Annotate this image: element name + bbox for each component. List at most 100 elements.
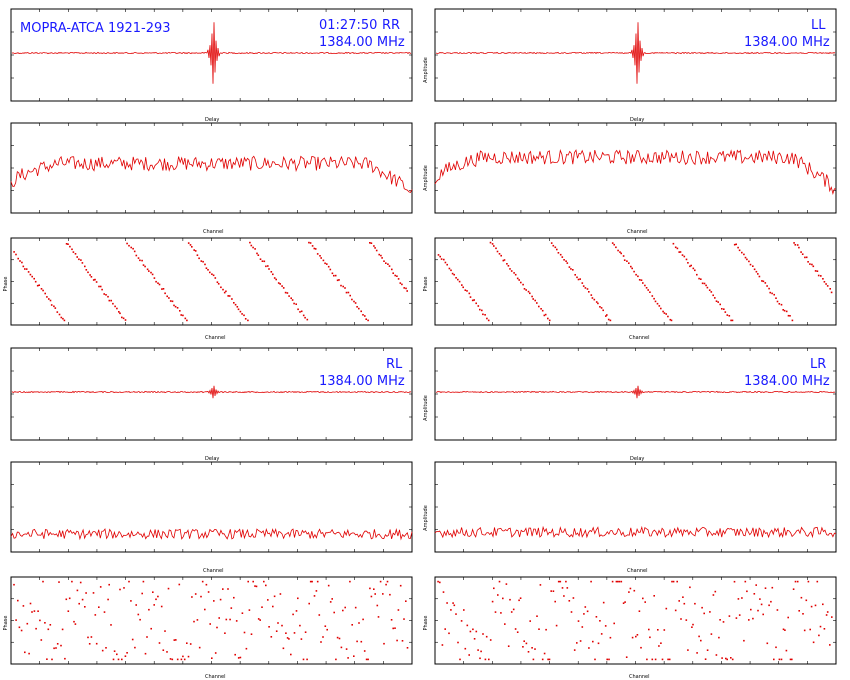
ll-phase-point [830, 291, 833, 294]
rl-phase-point [186, 642, 188, 644]
lr-phase-point [826, 611, 829, 613]
rr-phase-point [204, 263, 206, 266]
lr-phase-point [703, 612, 705, 615]
lr-phase-point [609, 636, 612, 639]
lr-phase-point [787, 616, 789, 619]
rr-phase-point [133, 250, 136, 253]
rr-phase-point [360, 310, 362, 313]
lr-delay-trace [435, 385, 836, 399]
rl-phase-xlabel: Channel [205, 674, 226, 680]
ll-phase-point [690, 264, 692, 267]
ll-phase-point [609, 319, 612, 322]
ll-phase-point [728, 315, 731, 317]
rl-phase-point [338, 637, 341, 640]
rr-phase-point [397, 278, 400, 280]
rl-phase-point [176, 658, 179, 661]
ll-phase-point [789, 315, 791, 317]
rl-phase-point [363, 650, 366, 652]
lr-phase-point [455, 613, 457, 615]
rl-phase-point [265, 584, 267, 587]
ll-phase-point [527, 290, 530, 293]
rl-phase-point [130, 600, 132, 602]
ll-phase-point [644, 284, 646, 287]
lr-phase-point [510, 611, 513, 613]
ll-phase-xlabel: Channel [629, 335, 650, 341]
ll-phase-point [737, 246, 739, 249]
lr-phase-point [548, 658, 551, 661]
lr-phase-point [448, 632, 450, 635]
rr-phase-point [34, 280, 37, 283]
rl-phase-point [146, 636, 148, 638]
ll-phase-point [787, 314, 790, 317]
rl-phase-point [292, 613, 294, 616]
ll-phase-point [461, 284, 463, 286]
rl-phase-point [243, 631, 246, 634]
rr-amp-xlabel: Channel [203, 229, 224, 235]
lr-phase-point [730, 657, 732, 659]
rr-phase-point [338, 279, 340, 281]
rl-phase-point [351, 624, 353, 626]
rl-phase-point [35, 627, 37, 630]
rl-phase-point [267, 599, 269, 601]
lr-phase-point [536, 615, 538, 617]
ll-phase-point [667, 315, 669, 318]
lr-amp-trace [434, 525, 837, 539]
rr-phase-point [124, 319, 127, 321]
rl-phase-point [299, 624, 301, 627]
rl-phase-point [152, 591, 154, 593]
rr-phase-point [158, 283, 161, 286]
rr-phase-point [171, 300, 174, 303]
rr-phase-point [286, 292, 289, 294]
rl-phase-point [99, 586, 102, 588]
ll-phase-point [678, 251, 680, 253]
rl-phase-point [183, 658, 186, 661]
ll-phase-point [715, 300, 718, 302]
rl-phase-point [139, 618, 141, 621]
lr-phase-point [818, 634, 820, 637]
rl-amp-xlabel: Channel [203, 568, 224, 574]
rl-phase-point [76, 589, 79, 592]
rr-phase-point [130, 246, 132, 249]
lr-phase-point [534, 648, 536, 650]
lr-phase-point [700, 639, 702, 642]
ll-phase-point [586, 288, 589, 290]
rl-phase-point [24, 651, 26, 654]
rr-phase-point [69, 245, 71, 248]
rr-phase-point [383, 260, 385, 262]
lr-phase-point [482, 633, 484, 635]
rl-phase-point [219, 598, 222, 601]
lr-phase-point [437, 580, 439, 583]
lr-phase-point [764, 587, 767, 589]
lr-phase-ylabel: Phase [423, 616, 429, 631]
ll-phase-point [733, 243, 736, 246]
rl-phase-point [327, 584, 330, 587]
rr-pol-label: RR [382, 18, 400, 33]
ll-phase-point [822, 278, 824, 280]
lr-phase-point [557, 580, 560, 583]
rl-phase-point [268, 626, 270, 628]
lr-phase-point [651, 658, 654, 661]
rl-phase-point [64, 657, 66, 660]
lr-phase-point [518, 599, 520, 602]
rr-phase-point [399, 282, 402, 284]
lr-delay-frame [434, 347, 837, 441]
lr-phase-point [472, 628, 474, 631]
rr-phase-point [388, 265, 391, 267]
rl-phase-point [277, 622, 279, 624]
ll-phase-point [506, 263, 508, 265]
rl-phase-point [55, 647, 57, 649]
rl-phase-point [148, 608, 150, 611]
lr-phase-point [726, 658, 728, 661]
rl-phase-point [95, 642, 98, 645]
ll-phase-point [662, 310, 664, 313]
ll-phase-point [510, 270, 513, 272]
rr-phase-point [311, 245, 314, 247]
lr-phase-point [649, 636, 651, 639]
rl-pol-label: RL [386, 357, 403, 372]
ll-phase-point [593, 298, 596, 301]
ll-phase-point [523, 288, 526, 290]
rr-phase-point [179, 310, 181, 312]
rr-phase-point [244, 318, 247, 320]
rl-phase-point [29, 602, 32, 605]
lr-phase-point [816, 580, 819, 583]
